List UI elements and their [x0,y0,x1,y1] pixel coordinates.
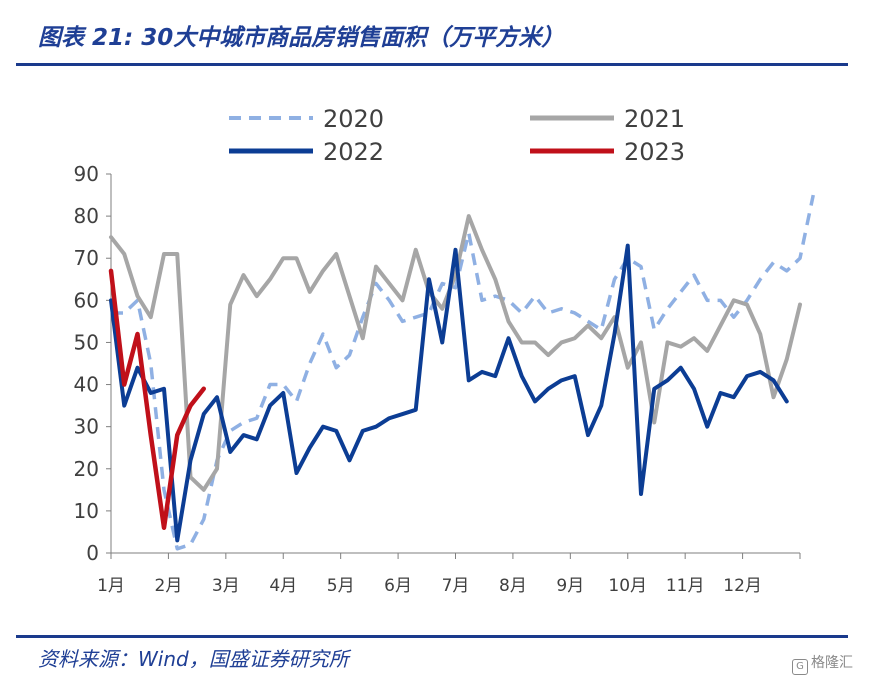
x-tick-label: 2月 [155,576,183,596]
series-line-2021 [109,214,802,492]
chart-axes: 0 10 20 30 40 50 60 70 80 90 1月 2月 3月 4月 5月 6月 7月 8月 9月 10月… [74,162,801,596]
legend-label-2021: 2021 [624,105,685,133]
series-line-2023 [108,268,206,530]
y-tick-label: 30 [74,415,99,439]
title-divider [16,63,848,66]
chart-series [108,194,815,551]
legend-label-2020: 2020 [323,105,384,133]
y-tick-label: 50 [74,330,99,354]
x-tick-label: 7月 [442,576,470,596]
x-tick-label: 10月 [608,576,647,596]
x-tick-label: 4月 [269,576,297,596]
y-tick-label: 60 [74,288,99,312]
x-tick-label: 5月 [327,576,355,596]
y-tick-label: 0 [86,541,99,565]
y-tick-label: 70 [74,246,99,270]
x-tick-label: 9月 [556,576,584,596]
x-tick-label: 8月 [499,576,527,596]
source-note: 资料来源：Wind，国盛证券研究所 [38,647,349,671]
y-tick-label: 80 [74,204,99,228]
y-tick-label: 90 [74,162,99,186]
series-line-2022 [109,243,789,543]
watermark: G 格隆汇 [792,652,853,675]
series-line-2020 [111,194,815,551]
chart-legend: 2020 2021 2022 2023 [229,105,685,166]
watermark-text: 格隆汇 [811,655,853,671]
x-tick-label: 3月 [212,576,240,596]
source-divider [16,635,848,638]
x-tick-label: 1月 [97,576,125,596]
watermark-logo-icon: G [792,659,808,675]
y-tick-label: 20 [74,457,99,481]
x-tick-label: 11月 [666,576,705,596]
figure-title: 图表 21: 30大中城市商品房销售面积（万平方米） [38,25,565,51]
y-tick-label: 10 [74,499,99,523]
legend-label-2022: 2022 [323,138,384,166]
x-tick-label: 6月 [384,576,412,596]
x-tick-label: 12月 [723,576,762,596]
legend-label-2023: 2023 [624,138,685,166]
y-tick-label: 40 [74,373,99,397]
